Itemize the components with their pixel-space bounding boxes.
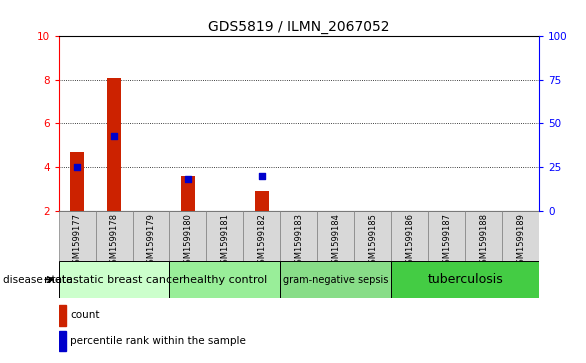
Text: metastatic breast cancer: metastatic breast cancer: [44, 274, 184, 285]
Text: GSM1599183: GSM1599183: [294, 213, 304, 269]
Bar: [355, 211, 391, 261]
Text: tuberculosis: tuberculosis: [427, 273, 503, 286]
Text: GSM1599181: GSM1599181: [220, 213, 230, 269]
Title: GDS5819 / ILMN_2067052: GDS5819 / ILMN_2067052: [208, 20, 390, 34]
Text: disease state: disease state: [3, 274, 73, 285]
Text: GSM1599189: GSM1599189: [516, 213, 525, 269]
Text: percentile rank within the sample: percentile rank within the sample: [70, 336, 246, 346]
Bar: [254, 191, 270, 211]
Bar: [180, 176, 195, 211]
Bar: [59, 261, 169, 298]
Text: GSM1599180: GSM1599180: [183, 213, 192, 269]
Bar: [318, 211, 355, 261]
Bar: [59, 305, 66, 326]
Text: GSM1599185: GSM1599185: [368, 213, 377, 269]
Bar: [132, 211, 169, 261]
Bar: [59, 331, 66, 351]
Text: gram-negative sepsis: gram-negative sepsis: [283, 274, 389, 285]
Bar: [502, 211, 539, 261]
Text: GSM1599182: GSM1599182: [257, 213, 267, 269]
Text: healthy control: healthy control: [183, 274, 267, 285]
Text: GSM1599179: GSM1599179: [146, 213, 155, 269]
Point: [257, 173, 267, 179]
Bar: [70, 152, 84, 211]
Point: [183, 176, 193, 182]
Bar: [59, 211, 96, 261]
Bar: [280, 211, 318, 261]
Text: GSM1599178: GSM1599178: [110, 213, 118, 269]
Bar: [169, 261, 280, 298]
Text: GSM1599177: GSM1599177: [73, 213, 81, 269]
Text: GSM1599186: GSM1599186: [406, 213, 414, 269]
Bar: [169, 211, 206, 261]
Bar: [391, 211, 428, 261]
Bar: [107, 78, 121, 211]
Bar: [243, 211, 280, 261]
Bar: [280, 261, 391, 298]
Bar: [391, 261, 539, 298]
Bar: [206, 211, 243, 261]
Text: GSM1599184: GSM1599184: [331, 213, 340, 269]
Bar: [96, 211, 132, 261]
Point: [73, 164, 82, 170]
Text: count: count: [70, 310, 100, 321]
Point: [110, 133, 119, 139]
Text: GSM1599187: GSM1599187: [442, 213, 451, 269]
Bar: [465, 211, 502, 261]
Bar: [428, 211, 465, 261]
Text: GSM1599188: GSM1599188: [479, 213, 488, 269]
